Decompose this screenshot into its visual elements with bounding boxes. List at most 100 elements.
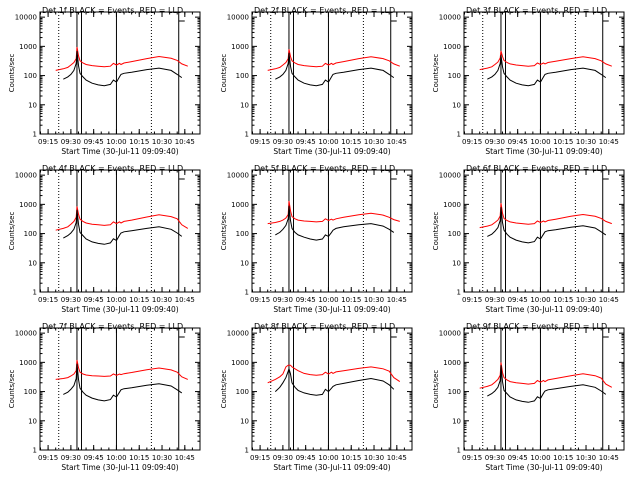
panel-title: Det 7f BLACK = Events, RED = LLD bbox=[42, 322, 183, 331]
x-tick-label: 10:30 bbox=[152, 138, 172, 146]
x-tick-label: 09:30 bbox=[485, 138, 505, 146]
x-tick-label: 10:30 bbox=[364, 454, 384, 462]
y-tick-label: 10000 bbox=[439, 172, 461, 180]
x-tick-label: 10:15 bbox=[553, 138, 573, 146]
y-tick-label: 1000 bbox=[231, 43, 249, 51]
x-tick-label: 10:00 bbox=[106, 454, 126, 462]
x-tick-label: 09:30 bbox=[61, 138, 81, 146]
lld-series-line bbox=[479, 203, 612, 229]
x-tick-label: 10:45 bbox=[599, 454, 619, 462]
y-tick-label: 10000 bbox=[15, 172, 37, 180]
plot-frame bbox=[251, 169, 413, 293]
y-tick-label: 1000 bbox=[443, 201, 461, 209]
plot-frame bbox=[463, 327, 625, 451]
x-tick-label: 10:15 bbox=[341, 138, 361, 146]
x-tick-label: 10:00 bbox=[106, 138, 126, 146]
x-tick-label: 09:30 bbox=[61, 296, 81, 304]
chart-panel-9: 1 10 100 1000 10000 09:15 09:30 09:45 10:00 10:15… bbox=[432, 322, 625, 472]
y-tick-label: 10 bbox=[28, 101, 37, 109]
x-tick-label: 09:15 bbox=[462, 138, 482, 146]
x-tick-label: 10:15 bbox=[129, 138, 149, 146]
x-tick-label: 09:30 bbox=[61, 454, 81, 462]
chart-panel-3: 1 10 100 1000 10000 09:15 09:30 09:45 10:00 10:15… bbox=[432, 6, 625, 156]
x-tick-label: 09:45 bbox=[508, 454, 528, 462]
y-axis-label: Counts/sec bbox=[432, 212, 440, 251]
x-tick-label: 09:45 bbox=[296, 138, 316, 146]
y-tick-label: 1000 bbox=[19, 43, 37, 51]
y-tick-label: 10 bbox=[240, 101, 249, 109]
x-tick-label: 09:45 bbox=[84, 296, 104, 304]
y-tick-label: 10000 bbox=[227, 14, 249, 22]
x-tick-label: 10:00 bbox=[318, 454, 338, 462]
plot-frame bbox=[463, 169, 625, 293]
y-axis-label: Counts/sec bbox=[8, 212, 16, 251]
x-tick-label: 09:45 bbox=[296, 296, 316, 304]
chart-panel-1: 1 10 100 1000 10000 09:15 09:30 09:45 10:00 10:15… bbox=[8, 6, 201, 156]
panel-title: Det 9f BLACK = Events, RED = LLD bbox=[466, 322, 607, 331]
events-series-line bbox=[274, 367, 395, 396]
x-tick-label: 09:15 bbox=[38, 454, 58, 462]
events-series-line bbox=[63, 209, 183, 245]
x-tick-label: 10:00 bbox=[530, 138, 550, 146]
x-tick-label: 10:45 bbox=[175, 138, 195, 146]
y-tick-label: 1000 bbox=[443, 43, 461, 51]
y-tick-label: 10 bbox=[452, 417, 461, 425]
y-tick-label: 100 bbox=[236, 72, 249, 80]
x-axis-label: Start Time (30-Jul-11 09:09:40) bbox=[273, 305, 390, 314]
y-axis-label: Counts/sec bbox=[432, 54, 440, 93]
x-axis-label: Start Time (30-Jul-11 09:09:40) bbox=[61, 463, 178, 472]
events-series-line bbox=[487, 55, 607, 87]
y-axis-label: Counts/sec bbox=[8, 54, 16, 93]
x-tick-label: 10:00 bbox=[318, 296, 338, 304]
y-tick-label: 1000 bbox=[443, 359, 461, 367]
chart-panel-6: 1 10 100 1000 10000 09:15 09:30 09:45 10:00 10:15… bbox=[432, 164, 625, 314]
y-axis-label: Counts/sec bbox=[220, 370, 228, 409]
lld-series-line bbox=[267, 364, 401, 384]
x-tick-label: 10:45 bbox=[175, 454, 195, 462]
y-tick-label: 10000 bbox=[227, 172, 249, 180]
y-tick-label: 10 bbox=[452, 101, 461, 109]
y-tick-label: 1000 bbox=[231, 359, 249, 367]
x-tick-label: 10:45 bbox=[599, 138, 619, 146]
x-tick-label: 09:15 bbox=[462, 296, 482, 304]
chart-panel-4: 1 10 100 1000 10000 09:15 09:30 09:45 10:00 10:15… bbox=[8, 164, 201, 314]
chart-panel-2: 1 10 100 1000 10000 09:15 09:30 09:45 10:00 10:15… bbox=[220, 6, 413, 156]
lld-series-line bbox=[267, 200, 400, 225]
y-tick-label: 10 bbox=[240, 417, 249, 425]
y-tick-label: 100 bbox=[24, 230, 37, 238]
x-tick-label: 09:30 bbox=[273, 138, 293, 146]
panel-title: Det 6f BLACK = Events, RED = LLD bbox=[466, 164, 607, 173]
x-tick-label: 10:45 bbox=[175, 296, 195, 304]
y-tick-label: 10000 bbox=[227, 330, 249, 338]
events-series-line bbox=[275, 205, 395, 241]
x-tick-label: 09:15 bbox=[38, 296, 58, 304]
y-tick-label: 1 bbox=[33, 289, 37, 297]
x-tick-label: 10:00 bbox=[530, 454, 550, 462]
y-tick-label: 1 bbox=[457, 447, 461, 455]
chart-panel-7: 1 10 100 1000 10000 09:15 09:30 09:45 10:00 10:15… bbox=[8, 322, 201, 472]
x-tick-label: 10:45 bbox=[387, 454, 407, 462]
x-axis-label: Start Time (30-Jul-11 09:09:40) bbox=[61, 305, 178, 314]
lld-series-line bbox=[479, 50, 612, 71]
x-tick-label: 10:30 bbox=[152, 454, 172, 462]
y-axis-label: Counts/sec bbox=[8, 370, 16, 409]
events-series-line bbox=[63, 363, 183, 402]
chart-panel-8: 1 10 100 1000 10000 09:15 09:30 09:45 10:00 10:15… bbox=[220, 322, 413, 472]
x-tick-label: 09:30 bbox=[485, 454, 505, 462]
y-axis-label: Counts/sec bbox=[220, 212, 228, 251]
y-tick-label: 100 bbox=[448, 230, 461, 238]
events-series-line bbox=[275, 52, 395, 87]
x-tick-label: 09:45 bbox=[508, 296, 528, 304]
panel-title: Det 2f BLACK = Events, RED = LLD bbox=[254, 6, 395, 15]
y-tick-label: 1 bbox=[33, 447, 37, 455]
panel-title: Det 1f BLACK = Events, RED = LLD bbox=[42, 6, 183, 15]
panel-title: Det 3f BLACK = Events, RED = LLD bbox=[466, 6, 607, 15]
x-axis-label: Start Time (30-Jul-11 09:09:40) bbox=[61, 147, 178, 156]
x-tick-label: 10:30 bbox=[364, 138, 384, 146]
y-tick-label: 1 bbox=[457, 131, 461, 139]
events-series-line bbox=[487, 365, 607, 403]
y-tick-label: 10000 bbox=[15, 330, 37, 338]
x-tick-label: 10:45 bbox=[387, 296, 407, 304]
y-tick-label: 1 bbox=[33, 131, 37, 139]
